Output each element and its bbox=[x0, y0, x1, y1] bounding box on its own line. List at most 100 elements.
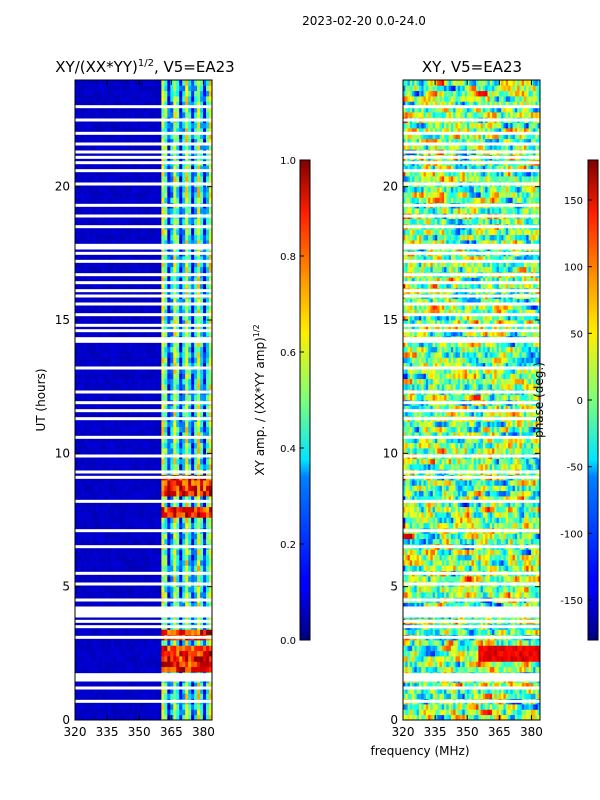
heatmap-cell bbox=[110, 373, 115, 380]
heatmap-cell bbox=[77, 640, 82, 646]
heatmap-cell bbox=[134, 688, 139, 694]
heatmap-cell bbox=[185, 405, 189, 412]
heatmap-cell bbox=[188, 229, 192, 236]
heatmap-cell bbox=[176, 165, 180, 172]
heatmap-cell bbox=[179, 362, 183, 369]
heatmap-cell bbox=[80, 357, 85, 364]
heatmap-cell bbox=[152, 426, 156, 433]
heatmap-cell bbox=[200, 362, 204, 369]
heatmap-cell bbox=[182, 378, 186, 385]
heatmap-cell bbox=[125, 197, 130, 204]
heatmap-cell bbox=[158, 165, 162, 172]
heatmap-cell bbox=[197, 384, 201, 390]
heatmap-cell bbox=[75, 602, 79, 609]
heatmap-cell bbox=[122, 432, 127, 438]
heatmap-cell bbox=[110, 602, 115, 609]
heatmap-cell bbox=[122, 688, 127, 694]
heatmap-cell bbox=[140, 266, 144, 273]
heatmap-cell bbox=[116, 442, 121, 449]
heatmap-cell bbox=[116, 320, 121, 326]
heatmap-cell bbox=[158, 304, 162, 310]
heatmap-cell bbox=[116, 421, 121, 428]
heatmap-cell bbox=[107, 490, 112, 497]
heatmap-cell bbox=[197, 298, 201, 305]
heatmap-cell bbox=[134, 373, 139, 380]
heatmap-cell bbox=[152, 464, 156, 470]
heatmap-cell bbox=[95, 448, 100, 454]
heatmap-cell bbox=[134, 384, 139, 390]
heatmap-cell bbox=[185, 693, 189, 700]
heatmap-cell bbox=[77, 325, 82, 332]
heatmap-cell bbox=[137, 186, 142, 193]
heatmap-cell bbox=[113, 432, 118, 438]
heatmap-cell bbox=[86, 496, 91, 502]
heatmap-cell bbox=[122, 341, 127, 348]
heatmap-cell bbox=[116, 645, 121, 652]
heatmap-cell bbox=[200, 176, 204, 182]
heatmap-cell bbox=[173, 682, 177, 689]
heatmap-cell bbox=[75, 709, 79, 716]
heatmap-cell bbox=[77, 170, 82, 177]
heatmap-cell bbox=[179, 442, 183, 449]
heatmap-cell bbox=[209, 421, 212, 428]
heatmap-cell bbox=[209, 144, 212, 150]
heatmap-cell bbox=[185, 480, 189, 486]
heatmap-cell bbox=[80, 218, 85, 225]
heatmap-cell bbox=[191, 602, 195, 609]
heatmap-cell bbox=[80, 714, 85, 720]
heatmap-cell bbox=[80, 384, 85, 390]
heatmap-cell bbox=[101, 352, 106, 358]
heatmap-cell bbox=[182, 688, 186, 694]
heatmap-cell bbox=[80, 352, 85, 358]
heatmap-cell bbox=[119, 704, 124, 710]
heatmap-cell bbox=[137, 234, 142, 241]
heatmap-cell bbox=[209, 640, 212, 646]
heatmap-cell bbox=[182, 320, 186, 326]
heatmap-cell bbox=[209, 714, 212, 720]
heatmap-cell bbox=[167, 458, 171, 465]
heatmap-cell bbox=[182, 405, 186, 412]
heatmap-cell bbox=[107, 501, 112, 508]
heatmap-cell bbox=[164, 309, 168, 316]
heatmap-cell bbox=[125, 538, 130, 545]
heatmap-cell bbox=[122, 661, 127, 668]
heatmap-cell bbox=[146, 394, 150, 401]
heatmap-cell bbox=[179, 522, 183, 529]
heatmap-cell bbox=[92, 192, 97, 198]
heatmap-cell bbox=[185, 341, 189, 348]
heatmap-cell bbox=[119, 661, 124, 668]
heatmap-cell bbox=[161, 410, 165, 417]
heatmap-cell bbox=[107, 384, 112, 390]
heatmap-cell bbox=[119, 688, 124, 694]
heatmap-cell bbox=[161, 522, 165, 529]
heatmap-cell bbox=[152, 357, 156, 364]
heatmap-cell bbox=[200, 144, 204, 150]
heatmap-cell bbox=[95, 426, 100, 433]
heatmap-cell bbox=[140, 650, 144, 657]
heatmap-cell bbox=[200, 549, 204, 556]
heatmap-cell bbox=[179, 304, 183, 310]
heatmap-cell bbox=[176, 501, 180, 508]
heatmap-cell bbox=[152, 560, 156, 566]
heatmap-cell bbox=[89, 405, 94, 412]
heatmap-cell bbox=[104, 298, 109, 305]
heatmap-cell bbox=[98, 709, 103, 716]
heatmap-cell bbox=[113, 309, 118, 316]
heatmap-cell bbox=[89, 170, 94, 177]
heatmap-cell bbox=[176, 320, 180, 326]
heatmap-cell bbox=[185, 458, 189, 465]
heatmap-cell bbox=[188, 277, 192, 284]
heatmap-cell bbox=[110, 138, 115, 145]
heatmap-cell bbox=[101, 661, 106, 668]
heatmap-cell bbox=[152, 432, 156, 438]
heatmap-cell bbox=[161, 357, 165, 364]
heatmap-cell bbox=[128, 576, 133, 582]
heatmap-cell bbox=[110, 538, 115, 545]
heatmap-cell bbox=[107, 709, 112, 716]
heatmap-cell bbox=[122, 384, 127, 390]
heatmap-cell bbox=[134, 602, 139, 609]
heatmap-cell bbox=[200, 240, 204, 246]
heatmap-cell bbox=[122, 261, 127, 268]
heatmap-cell bbox=[173, 693, 177, 700]
heatmap-cell bbox=[161, 661, 165, 668]
